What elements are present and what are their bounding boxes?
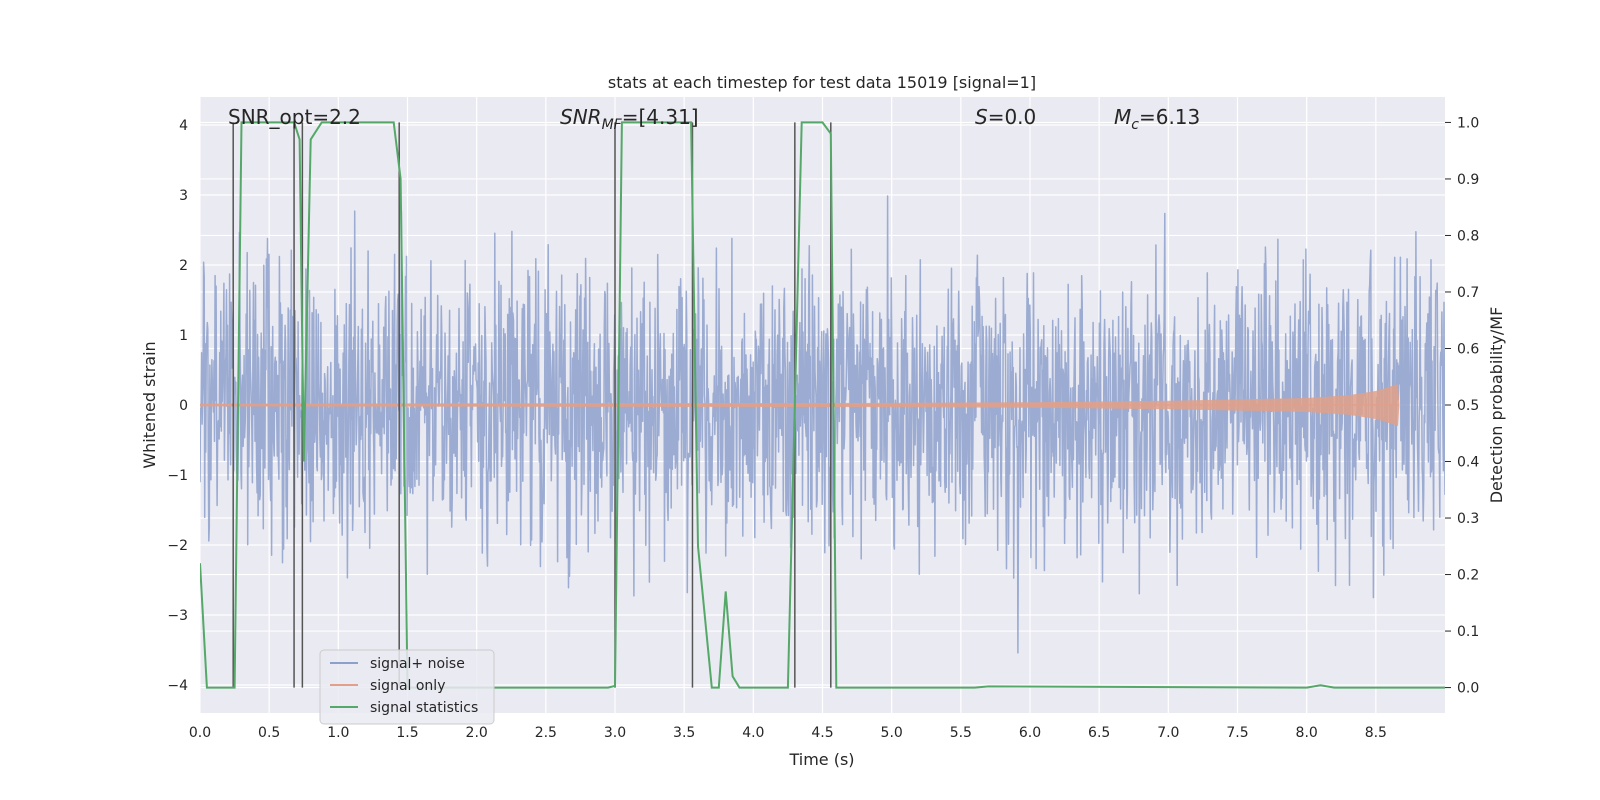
legend-label-signal-noise: signal+ noise	[370, 656, 465, 672]
y-right-tick-label-1: 0.1	[1457, 624, 1479, 640]
x-tick-label-15: 7.5	[1226, 725, 1248, 741]
annotation-s-main: S	[975, 105, 988, 129]
y-left-tick-label-1: −3	[167, 608, 188, 624]
y-right-tick-label-3: 0.3	[1457, 511, 1479, 527]
y-right-tick-label-9: 0.9	[1457, 172, 1479, 188]
legend: signal+ noise signal only signal statist…	[319, 649, 495, 725]
x-tick-label-10: 5.0	[881, 725, 903, 741]
y-right-tick-label-0: 0.0	[1457, 681, 1479, 697]
y-left-tick-label-4: 0	[179, 398, 188, 414]
annotation-snr-mf-main: SNR	[560, 105, 602, 129]
x-tick-label-1: 0.5	[258, 725, 280, 741]
series-signal-noise	[200, 195, 1445, 654]
y-left-axis-label: Whitened strain	[140, 341, 159, 468]
y-left-tick-label-0: −4	[167, 678, 188, 694]
y-left-tick-label-2: −2	[167, 538, 188, 554]
x-tick-label-5: 2.5	[535, 725, 557, 741]
annotation-mc-main: M	[1114, 105, 1131, 129]
y-right-axis-ticks: 0.0 0.1 0.2 0.3 0.4 0.5 0.6 0.7 0.8 0.9 1.0	[1445, 115, 1479, 697]
y-right-tick-label-4: 0.4	[1457, 455, 1479, 471]
y-left-tick-label-5: 1	[179, 328, 188, 344]
x-tick-label-17: 8.5	[1365, 725, 1387, 741]
annotation-snr-mf-value: =[4.31]	[622, 105, 699, 129]
x-tick-label-7: 3.5	[673, 725, 695, 741]
annotation-mc-sub: c	[1131, 117, 1139, 133]
y-right-tick-label-8: 0.8	[1457, 228, 1479, 244]
x-tick-label-6: 3.0	[604, 725, 626, 741]
x-tick-label-4: 2.0	[466, 725, 488, 741]
annotation-s: S=0.0	[975, 105, 1036, 129]
y-right-tick-label-10: 1.0	[1457, 115, 1479, 131]
legend-label-signal-only: signal only	[370, 678, 445, 694]
y-right-tick-label-7: 0.7	[1457, 285, 1479, 301]
chart-title: stats at each timestep for test data 150…	[608, 73, 1036, 92]
y-left-tick-label-6: 2	[179, 258, 188, 274]
x-tick-label-12: 6.0	[1019, 725, 1041, 741]
x-tick-label-8: 4.0	[742, 725, 764, 741]
x-axis-label: Time (s)	[788, 750, 854, 769]
y-left-axis-ticks: −4 −3 −2 −1 0 1 2 3 4	[167, 118, 188, 694]
y-right-tick-label-5: 0.5	[1457, 398, 1479, 414]
series-signal-statistics	[200, 121, 1445, 689]
x-tick-label-3: 1.5	[396, 725, 418, 741]
annotation-mc-value: =6.13	[1139, 105, 1200, 129]
x-tick-label-13: 6.5	[1088, 725, 1110, 741]
y-right-axis-label: Detection probability/MF	[1487, 307, 1506, 504]
y-left-tick-label-7: 3	[179, 188, 188, 204]
x-tick-label-14: 7.0	[1157, 725, 1179, 741]
y-left-tick-label-8: 4	[179, 118, 188, 134]
x-tick-label-16: 8.0	[1296, 725, 1318, 741]
x-tick-label-9: 4.5	[811, 725, 833, 741]
annotation-mc: Mc=6.13	[1114, 105, 1200, 133]
x-tick-label-11: 5.5	[950, 725, 972, 741]
y-right-tick-label-6: 0.6	[1457, 341, 1479, 357]
y-right-tick-label-2: 0.2	[1457, 568, 1479, 584]
x-tick-label-2: 1.0	[327, 725, 349, 741]
x-tick-label-0: 0.0	[189, 725, 211, 741]
y-left-tick-label-3: −1	[167, 468, 188, 484]
annotation-snr-mf: SNRMF=[4.31]	[560, 105, 699, 133]
annotation-s-value: =0.0	[988, 105, 1037, 129]
legend-box	[319, 649, 495, 725]
annotation-snr-mf-sub: MF	[602, 117, 623, 133]
x-axis-ticks: 0.0 0.5 1.0 1.5 2.0 2.5 3.0 3.5 4.0 4.5 5.0 5.5 6.0 6…	[189, 725, 1387, 741]
legend-label-signal-statistics: signal statistics	[370, 700, 478, 716]
annotation-snr-opt: SNR_opt=2.2	[228, 105, 361, 129]
